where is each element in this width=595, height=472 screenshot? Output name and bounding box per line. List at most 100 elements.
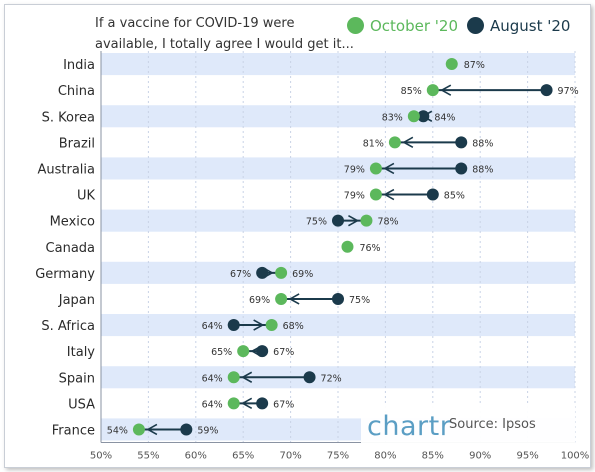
change-arrowhead <box>241 371 253 383</box>
x-tick-label: 70% <box>279 451 301 462</box>
country-label: Mexico <box>50 215 95 230</box>
august-value-label: 72% <box>321 373 342 384</box>
october-point <box>275 266 288 279</box>
august-value-label: 67% <box>273 399 294 410</box>
october-point <box>275 292 288 305</box>
october-value-label: 78% <box>377 217 398 228</box>
row-band <box>101 53 575 76</box>
country-label: China <box>58 84 95 99</box>
change-arrowhead <box>146 423 158 436</box>
change-arrowhead <box>383 188 395 201</box>
october-value-label: 68% <box>283 321 304 332</box>
august-point <box>180 423 193 436</box>
october-value-label: 79% <box>344 164 365 175</box>
country-label: Australia <box>37 162 95 177</box>
august-point <box>426 188 439 201</box>
october-value-label: 69% <box>249 295 270 306</box>
august-point <box>332 292 344 305</box>
x-tick-label: 75% <box>327 451 349 462</box>
country-label: Canada <box>46 241 95 256</box>
october-value-label: 85% <box>401 86 422 97</box>
x-tick-label: 55% <box>137 451 159 462</box>
change-arrowhead <box>402 136 414 149</box>
october-point <box>227 371 240 384</box>
august-value-label: 67% <box>230 269 251 280</box>
october-point <box>237 345 250 358</box>
august-value-label: 97% <box>558 86 579 97</box>
change-arrowhead <box>383 162 395 175</box>
october-point <box>369 162 382 175</box>
x-tick-label: 95% <box>516 451 538 462</box>
dumbbell-chart: 50% 55% 60% 65% 70% 75% 80% 85% 90% 95% 100% India 8… <box>35 51 589 462</box>
x-tick-label: 85% <box>422 451 444 462</box>
august-value-label: 88% <box>472 138 493 149</box>
x-tick-label: 80% <box>374 451 396 462</box>
change-arrowhead <box>440 84 452 96</box>
country-label: Brazil <box>59 136 95 151</box>
legend-august: August '20 <box>467 17 570 35</box>
change-arrowhead <box>288 293 300 305</box>
country-label: S. Korea <box>42 110 95 125</box>
october-value-label: 83% <box>382 112 403 123</box>
october-value-label: 65% <box>211 347 232 358</box>
row-band <box>101 157 575 180</box>
august-point <box>455 162 468 175</box>
august-value-label: 88% <box>472 164 493 175</box>
october-point <box>360 214 373 227</box>
october-point <box>369 188 382 201</box>
change-arrowhead <box>253 319 265 331</box>
october-point <box>132 423 145 436</box>
august-point <box>540 84 553 97</box>
august-point <box>256 266 269 279</box>
x-tick-label: 90% <box>469 451 491 462</box>
legend-october: October '20 <box>347 17 458 35</box>
october-point <box>426 84 439 97</box>
x-tick-label: 60% <box>185 451 207 462</box>
october-value-label: 79% <box>344 191 365 202</box>
august-value-label: 75% <box>306 217 327 228</box>
october-point <box>265 319 278 332</box>
country-label: France <box>52 423 95 438</box>
october-point <box>341 240 354 253</box>
row-band <box>101 314 575 337</box>
legend-october-label: October '20 <box>370 17 459 35</box>
october-point <box>407 110 420 123</box>
country-label: India <box>63 58 95 73</box>
august-point <box>256 345 269 358</box>
legend-october-marker <box>347 17 364 34</box>
country-label: Spain <box>59 371 95 386</box>
october-value-label: 64% <box>202 399 223 410</box>
august-point <box>256 397 269 410</box>
august-point <box>332 214 344 227</box>
source-note: Source: Ipsos <box>449 417 536 432</box>
august-point <box>303 371 316 384</box>
october-point <box>227 397 240 410</box>
october-value-label: 87% <box>464 60 485 71</box>
august-value-label: 64% <box>202 321 223 332</box>
october-value-label: 54% <box>107 425 128 436</box>
august-point <box>417 110 430 123</box>
october-value-label: 81% <box>363 138 384 149</box>
august-point <box>455 136 468 149</box>
chart-frame: If a vaccine for COVID-19 were available… <box>4 4 591 468</box>
august-point <box>227 319 240 332</box>
october-value-label: 64% <box>202 373 223 384</box>
legend-august-marker <box>467 17 484 34</box>
august-value-label: 84% <box>434 112 455 123</box>
change-arrowhead <box>348 214 360 227</box>
october-value-label: 76% <box>359 243 380 254</box>
october-point <box>388 136 401 149</box>
country-label: S. Africa <box>41 319 95 334</box>
chart-title: If a vaccine for COVID-19 were available… <box>95 16 354 52</box>
x-tick-label: 50% <box>90 451 112 462</box>
august-value-label: 75% <box>349 295 370 306</box>
source-panel <box>361 405 575 449</box>
country-label: Japan <box>58 293 95 308</box>
october-value-label: 69% <box>292 269 313 280</box>
country-label: UK <box>77 189 96 204</box>
country-label: USA <box>68 397 95 412</box>
august-value-label: 59% <box>197 425 218 436</box>
x-tick-label: 65% <box>232 451 254 462</box>
august-value-label: 67% <box>273 347 294 358</box>
august-value-label: 85% <box>444 191 465 202</box>
